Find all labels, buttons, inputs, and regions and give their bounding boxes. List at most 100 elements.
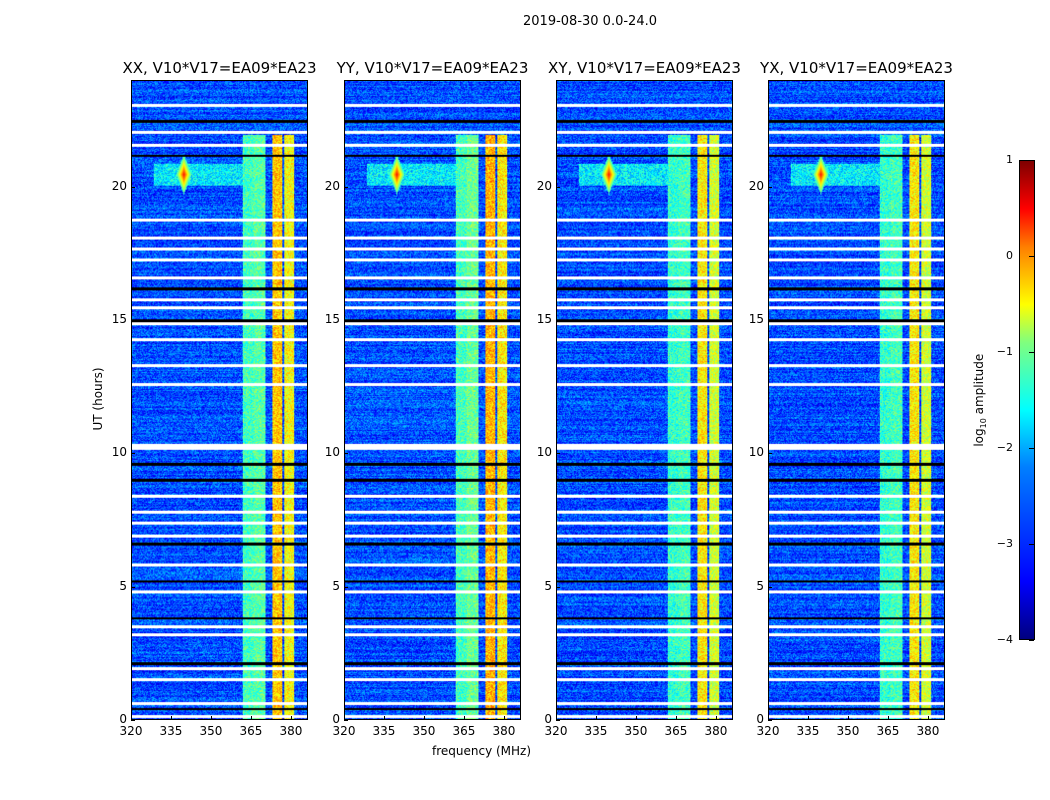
y-tick-mark — [131, 720, 135, 721]
y-tick-mark — [344, 720, 348, 721]
x-tick-mark — [503, 716, 505, 720]
colorbar-tick-mark — [1029, 160, 1034, 161]
y-tick-label: 10 — [324, 445, 340, 460]
y-tick-mark — [768, 453, 772, 455]
x-tick-mark — [887, 716, 889, 720]
y-tick-label: 5 — [119, 578, 127, 593]
colorbar-label-rest: amplitude — [971, 353, 986, 419]
x-tick-label: 350 — [199, 724, 223, 738]
y-tick-label: 5 — [756, 578, 764, 593]
x-tick-label: 380 — [492, 724, 516, 738]
colorbar-tick-label: 1 — [1006, 153, 1013, 166]
y-tick-label: 15 — [536, 312, 552, 326]
colorbar-label-sub: 10 — [979, 418, 989, 429]
y-tick-label: 10 — [536, 445, 552, 460]
spectrogram-panel — [344, 80, 521, 720]
colorbar-tick-mark — [1029, 256, 1034, 257]
colorbar-tick-mark — [1029, 448, 1034, 449]
x-tick-label: 380 — [916, 724, 940, 738]
panel-title: XY, V10*V17=EA09*EA23 — [548, 59, 741, 77]
y-tick-label: 0 — [332, 712, 340, 726]
x-tick-mark — [768, 716, 769, 720]
x-tick-label: 365 — [664, 724, 688, 738]
x-tick-label: 350 — [624, 724, 648, 738]
x-tick-label: 350 — [412, 724, 436, 738]
x-tick-label: 380 — [279, 724, 303, 738]
x-tick-label: 350 — [836, 724, 860, 738]
panel-title: XX, V10*V17=EA09*EA23 — [122, 59, 317, 77]
x-tick-label: 320 — [756, 724, 780, 738]
heatmap-canvas — [557, 81, 732, 719]
y-tick-label: 10 — [748, 445, 764, 460]
x-tick-label: 335 — [796, 724, 820, 738]
y-tick-label: 0 — [119, 712, 127, 726]
y-tick-mark — [131, 320, 135, 321]
y-axis-label: UT (hours) — [91, 367, 105, 431]
y-tick-label: 0 — [756, 712, 764, 726]
figure-title: 2019-08-30 0.0-24.0 — [523, 14, 657, 29]
colorbar-tick-label: −4 — [996, 633, 1013, 646]
colorbar-tick-mark — [1029, 640, 1034, 641]
x-tick-label: 320 — [119, 724, 143, 738]
y-tick-label: 10 — [111, 445, 127, 460]
spectrogram-panel — [556, 80, 733, 720]
x-tick-label: 335 — [159, 724, 183, 738]
y-tick-label: 15 — [324, 312, 340, 326]
colorbar-tick-mark — [1029, 544, 1034, 545]
y-tick-label: 20 — [324, 178, 340, 193]
y-tick-label: 5 — [544, 578, 552, 593]
x-tick-mark — [675, 716, 677, 720]
spectrogram-panel — [131, 80, 308, 720]
x-tick-mark — [927, 716, 929, 720]
x-tick-mark — [131, 716, 132, 720]
x-tick-label: 365 — [876, 724, 900, 738]
x-tick-mark — [423, 716, 425, 720]
y-tick-mark — [131, 186, 135, 188]
colorbar-tick-label: 0 — [1006, 249, 1013, 262]
y-tick-label: 20 — [111, 178, 127, 193]
panel-title: YX, V10*V17=EA09*EA23 — [760, 59, 953, 77]
x-tick-mark — [556, 716, 557, 720]
heatmap-canvas — [132, 81, 307, 719]
y-tick-mark — [556, 586, 560, 588]
x-tick-label: 335 — [584, 724, 608, 738]
y-tick-mark — [768, 320, 772, 321]
y-tick-label: 5 — [332, 578, 340, 593]
colorbar-label: log10 amplitude — [972, 345, 988, 455]
colorbar — [1019, 160, 1035, 640]
x-tick-mark — [383, 716, 385, 720]
x-tick-mark — [847, 716, 849, 720]
x-tick-label: 335 — [372, 724, 396, 738]
y-tick-mark — [344, 453, 348, 455]
x-tick-label: 320 — [332, 724, 356, 738]
y-tick-label: 15 — [111, 312, 127, 326]
x-tick-mark — [250, 716, 252, 720]
y-tick-label: 15 — [748, 312, 764, 326]
x-tick-label: 320 — [544, 724, 568, 738]
x-tick-mark — [715, 716, 717, 720]
x-tick-mark — [807, 716, 809, 720]
colorbar-tick-label: −3 — [996, 537, 1013, 550]
panel-title: YY, V10*V17=EA09*EA23 — [336, 59, 529, 77]
y-tick-label: 20 — [536, 178, 552, 193]
x-tick-mark — [170, 716, 172, 720]
y-tick-mark — [131, 453, 135, 455]
x-axis-label: frequency (MHz) — [432, 744, 532, 758]
x-tick-mark — [290, 716, 292, 720]
x-tick-mark — [635, 716, 637, 720]
heatmap-canvas — [345, 81, 520, 719]
colorbar-tick-label: −2 — [996, 441, 1013, 454]
y-tick-label: 20 — [748, 178, 764, 193]
y-tick-mark — [768, 186, 772, 188]
y-tick-mark — [131, 586, 135, 588]
spectrogram-panel — [768, 80, 945, 720]
colorbar-tick-mark — [1029, 352, 1034, 353]
x-tick-mark — [595, 716, 597, 720]
x-tick-label: 365 — [452, 724, 476, 738]
y-tick-mark — [768, 586, 772, 588]
y-tick-mark — [344, 320, 348, 321]
y-tick-mark — [556, 720, 560, 721]
x-tick-label: 365 — [239, 724, 263, 738]
y-tick-mark — [768, 720, 772, 721]
